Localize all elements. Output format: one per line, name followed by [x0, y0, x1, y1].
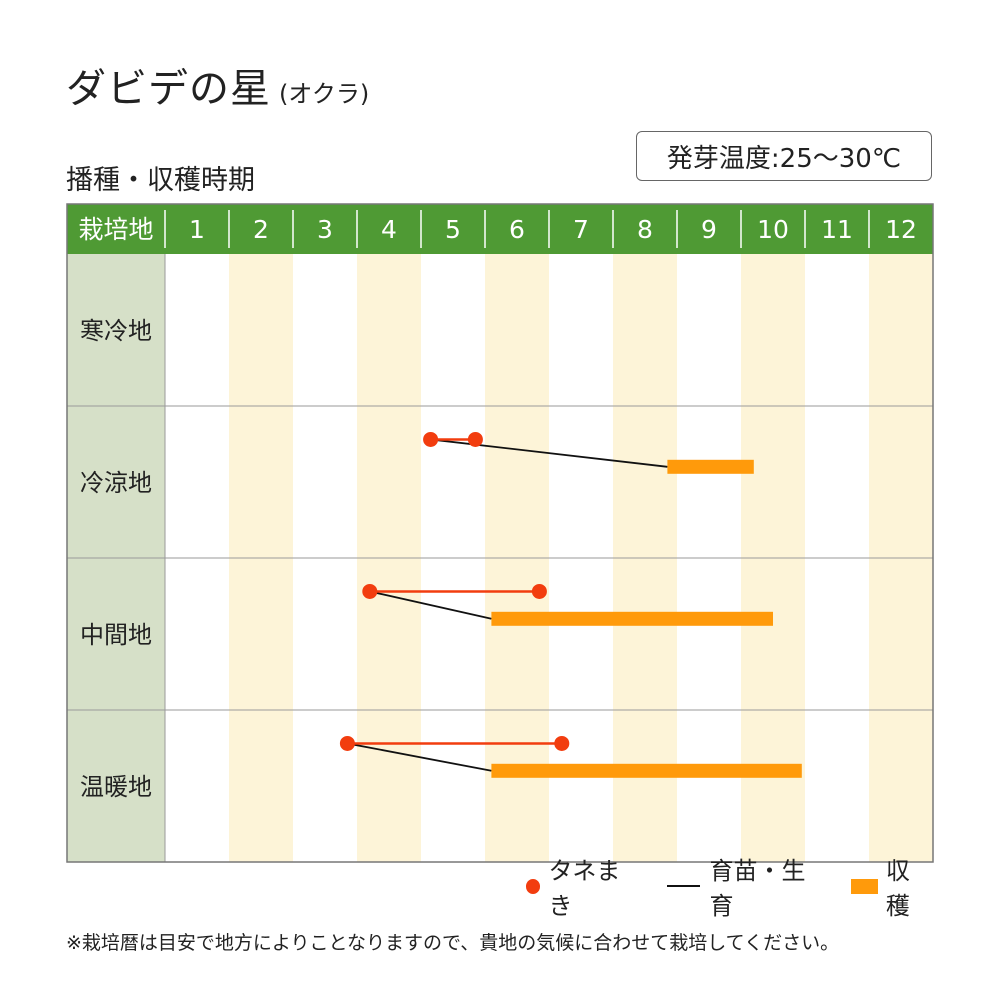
sowing-start-dot [339, 735, 355, 751]
sowing-start-dot [362, 583, 378, 599]
legend-item-seedling: 育苗・生育 [666, 851, 825, 921]
legend: タネまき 育苗・生育 収穫 [500, 857, 932, 920]
month-label-5: 5 [445, 215, 461, 244]
month-label-7: 7 [573, 215, 589, 244]
sowing-end-dot [531, 583, 547, 599]
title-main: ダビデの星 [66, 66, 271, 112]
title-sub: (オクラ) [279, 80, 370, 108]
footnote: ※栽培暦は目安で地方によりことなりますので、貴地の気候に合わせて栽培してください… [66, 932, 840, 954]
harvest-bar [491, 611, 773, 626]
seedling-line [369, 590, 492, 620]
sowing-dot-icon [526, 878, 541, 894]
legend-item-harvest: 収穫 [850, 851, 932, 921]
legend-label-seedling: 育苗・生育 [709, 857, 806, 920]
month-label-8: 8 [637, 215, 653, 244]
month-label-12: 12 [885, 215, 917, 244]
sowing-end-dot [554, 735, 570, 751]
harvest-bar [491, 763, 802, 778]
month-label-10: 10 [757, 215, 789, 244]
legend-label-sowing: タネまき [548, 857, 621, 920]
sowing-start-dot [423, 431, 439, 447]
region-label: 温暖地 [80, 773, 152, 801]
header-bar [67, 204, 933, 254]
month-label-9: 9 [701, 215, 717, 244]
germination-temp-box: 発芽温度:25〜30℃ [636, 131, 932, 181]
corner-label: 栽培地 [78, 215, 153, 244]
region-label: 寒冷地 [80, 317, 152, 345]
region-label: 中間地 [80, 621, 152, 649]
calendar-border [66, 203, 934, 863]
region-label: 冷涼地 [80, 469, 152, 497]
harvest-bar [667, 459, 754, 474]
seedling-line [347, 742, 492, 772]
harvest-bar-icon [850, 878, 878, 894]
section-title: 播種・収穫時期 [66, 165, 255, 196]
page-title: ダビデの星 (オクラ) [66, 56, 369, 114]
month-label-6: 6 [509, 215, 525, 244]
month-label-4: 4 [381, 215, 397, 244]
month-label-3: 3 [317, 215, 333, 244]
legend-label-harvest: 収穫 [885, 857, 910, 920]
month-label-1: 1 [189, 215, 205, 244]
month-label-11: 11 [821, 215, 853, 244]
seedling-line-icon [666, 885, 700, 887]
legend-item-sowing: タネまき [526, 851, 641, 921]
sowing-end-dot [467, 431, 483, 447]
month-label-2: 2 [253, 215, 269, 244]
germination-temp-text: 発芽温度:25〜30℃ [666, 143, 902, 174]
